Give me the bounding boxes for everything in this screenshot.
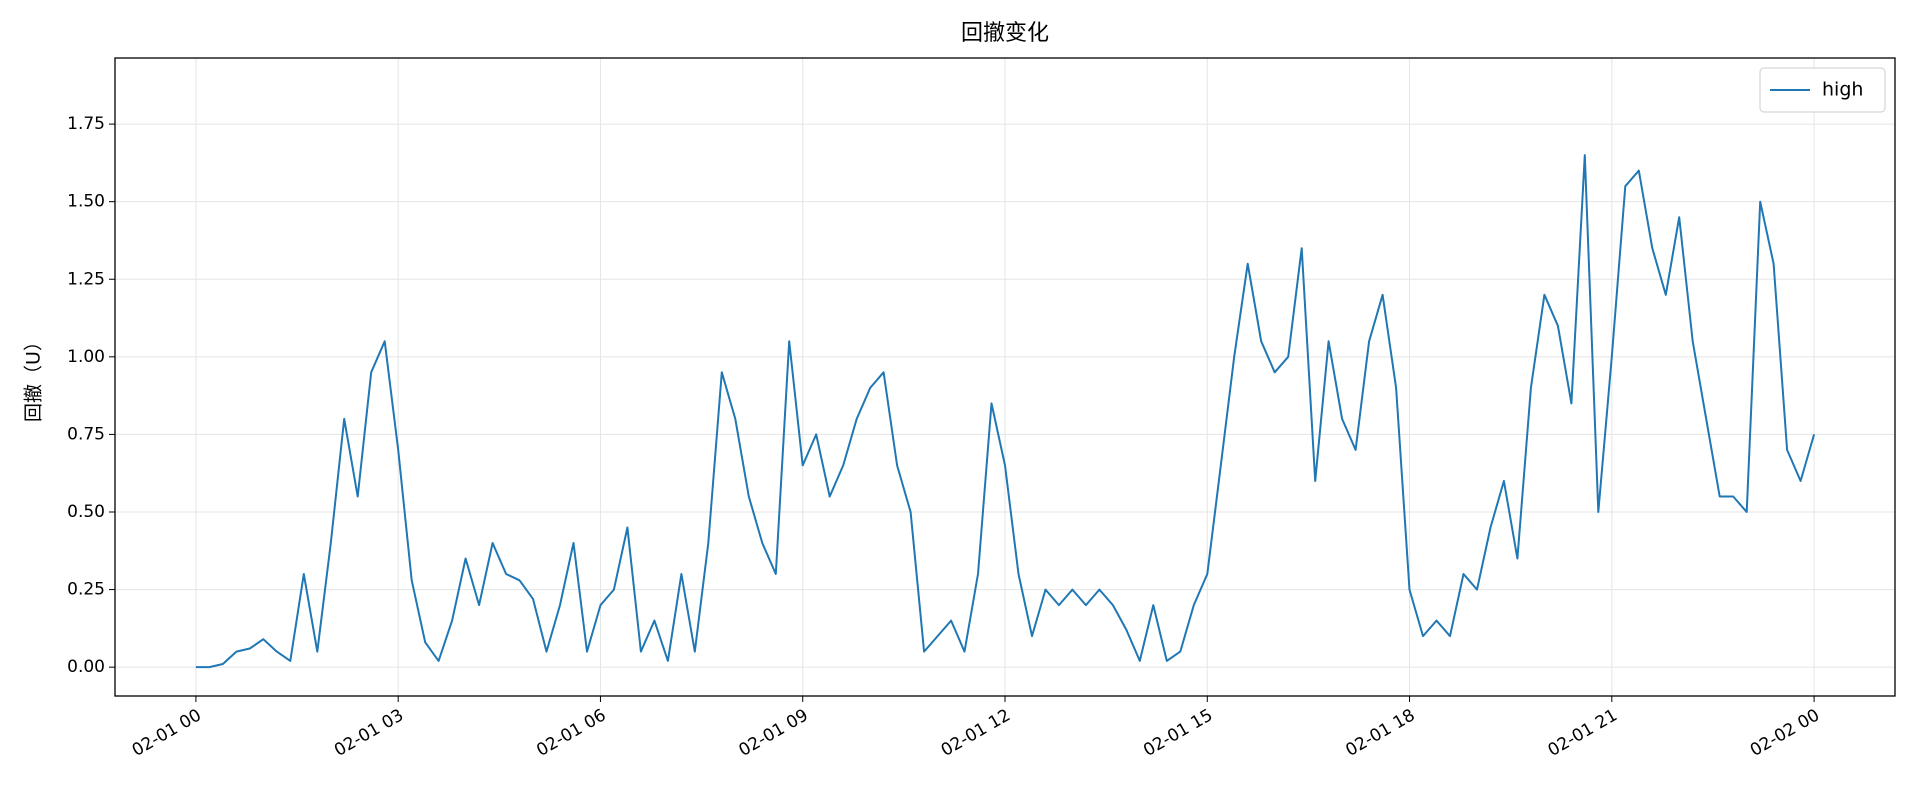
y-tick-label: 1.75 — [67, 114, 105, 134]
y-axis-label: 回撤（U） — [23, 332, 45, 422]
y-tick-label: 1.00 — [67, 347, 105, 367]
chart-title: 回撤变化 — [961, 21, 1049, 46]
x-tick-label: 02-01 09 — [736, 705, 812, 761]
y-tick-label: 0.00 — [67, 657, 105, 677]
x-tick-label: 02-01 06 — [533, 705, 609, 761]
x-tick-label: 02-01 12 — [938, 705, 1014, 761]
x-tick-label: 02-01 21 — [1545, 705, 1621, 761]
legend-label: high — [1822, 79, 1863, 101]
x-tick-label: 02-01 15 — [1140, 705, 1216, 761]
plot-frame — [114, 57, 1896, 697]
y-tick-label: 1.50 — [67, 192, 105, 212]
y-tick-label: 1.25 — [67, 269, 105, 289]
y-tick-label: 0.25 — [67, 580, 105, 600]
y-tick-label: 0.50 — [67, 502, 105, 522]
x-tick-label: 02-01 00 — [129, 705, 205, 761]
x-tick-label: 02-01 18 — [1342, 705, 1418, 761]
legend-box — [1759, 67, 1886, 113]
x-tick-label: 02-01 03 — [331, 705, 407, 761]
data-line — [195, 154, 1816, 669]
x-tick-label: 02-02 00 — [1747, 705, 1823, 761]
y-tick-label: 0.75 — [67, 424, 105, 444]
